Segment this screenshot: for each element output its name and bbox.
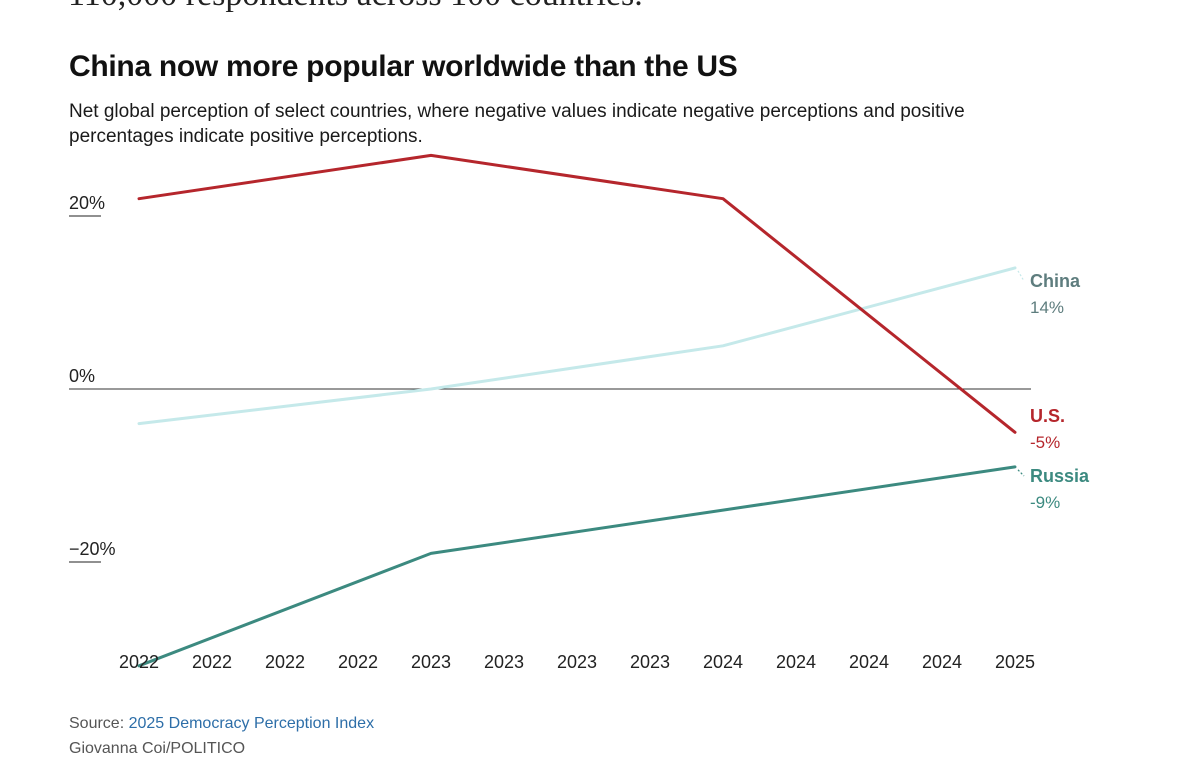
x-tick-label: 2023 [630, 652, 670, 672]
y-tick-label: 0% [69, 366, 95, 386]
leader-line-china [1017, 270, 1025, 282]
x-tick-label: 2024 [703, 652, 743, 672]
x-tick-label: 2025 [995, 652, 1035, 672]
chart-footer: Source: 2025 Democracy Perception Index … [69, 711, 374, 761]
series-label-china: China [1030, 271, 1081, 291]
chart-subtitle: Net global perception of select countrie… [69, 101, 965, 147]
x-tick-label: 2024 [849, 652, 889, 672]
x-tick-label: 2022 [192, 652, 232, 672]
x-tick-label: 2023 [411, 652, 451, 672]
intro-text-fragment: 110,000 respondents across 100 countries… [68, 0, 643, 14]
x-tick-label: 2022 [265, 652, 305, 672]
source-prefix: Source: [69, 715, 129, 732]
series-label-russia: Russia [1030, 466, 1090, 486]
source-line: Source: 2025 Democracy Perception Index [69, 711, 374, 736]
x-tick-label: 2024 [922, 652, 962, 672]
series-line-us [137, 153, 1017, 434]
x-tick-label: 2023 [484, 652, 524, 672]
source-link[interactable]: 2025 Democracy Perception Index [128, 715, 375, 732]
credit-line: Giovanna Coi/POLITICO [69, 740, 246, 757]
series-line-china [137, 266, 1017, 426]
series-value-russia: -9% [1030, 493, 1060, 512]
y-tick-label: −20% [69, 539, 116, 559]
x-tick-label: 2022 [338, 652, 378, 672]
x-tick-label: 2022 [119, 652, 159, 672]
y-tick-label: 20% [69, 193, 105, 213]
series-value-us: -5% [1030, 433, 1060, 452]
x-tick-label: 2023 [557, 652, 597, 672]
series-label-us: U.S. [1030, 406, 1065, 426]
series-value-china: 14% [1030, 298, 1064, 317]
leader-line-russia [1017, 469, 1025, 477]
chart-title: China now more popular worldwide than th… [69, 50, 738, 83]
series-line-russia [137, 465, 1017, 668]
x-tick-label: 2024 [776, 652, 816, 672]
